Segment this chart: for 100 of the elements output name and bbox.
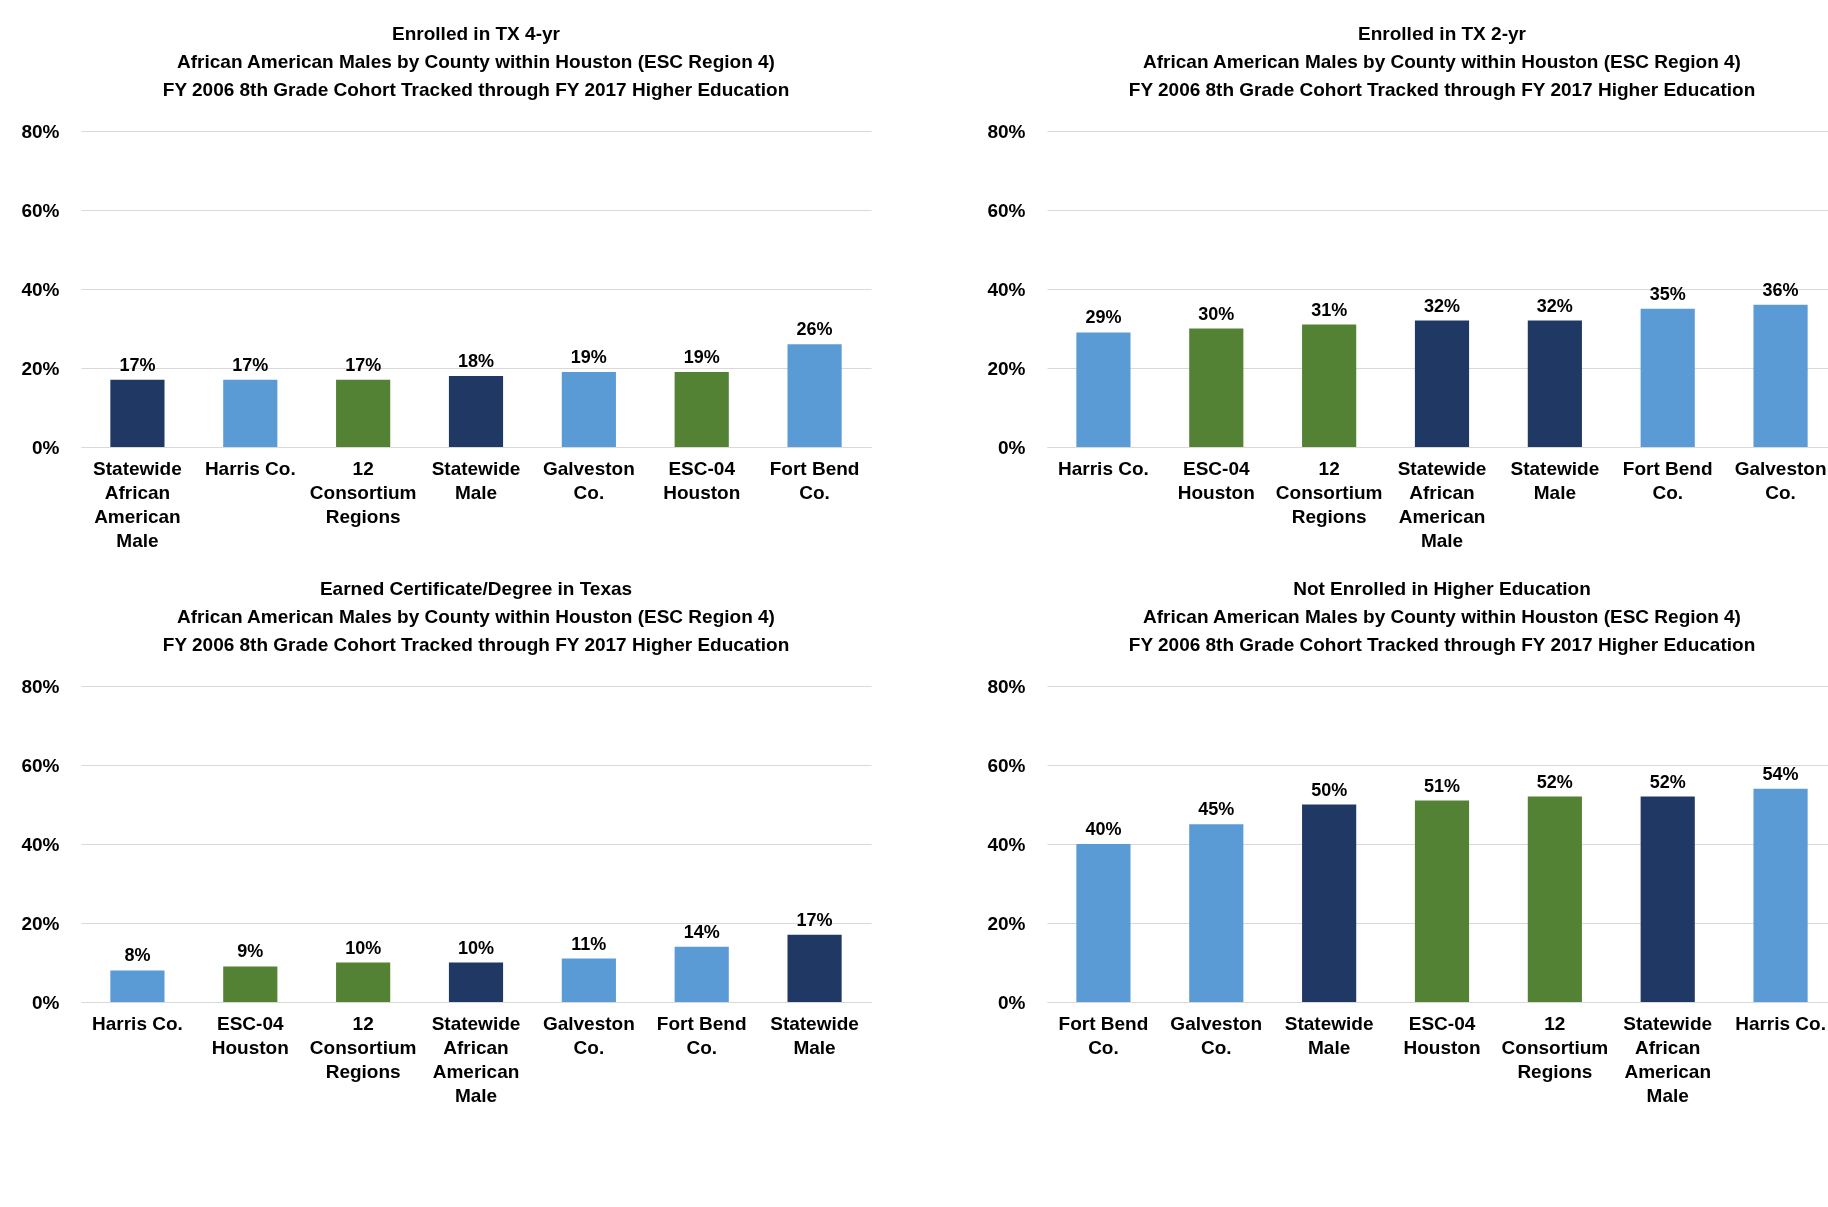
bar bbox=[448, 962, 504, 1002]
data-label: 54% bbox=[1762, 763, 1799, 784]
bar bbox=[561, 371, 616, 447]
x-tick-label: Statewide African American Male bbox=[1397, 457, 1487, 551]
y-tick-label: 60% bbox=[987, 754, 1026, 776]
y-tick-label: 60% bbox=[987, 199, 1026, 221]
data-label: 14% bbox=[683, 921, 720, 942]
data-label: 17% bbox=[345, 354, 382, 375]
x-tick-label: Harris Co. bbox=[1058, 457, 1149, 479]
bar bbox=[787, 934, 842, 1002]
x-tick-label: Statewide Male bbox=[431, 457, 521, 503]
data-label: 31% bbox=[1311, 299, 1348, 320]
bar bbox=[336, 379, 391, 447]
x-tick-label: Statewide African American Male bbox=[1623, 1012, 1713, 1106]
x-tick-label: 12 Consortium Regions bbox=[309, 457, 417, 527]
chart-title: Enrolled in TX 2-yr bbox=[1358, 23, 1527, 44]
y-tick-label: 60% bbox=[21, 199, 60, 221]
x-tick-label: Statewide Male bbox=[1284, 1012, 1374, 1058]
data-label: 40% bbox=[1085, 819, 1122, 839]
y-tick-label: 80% bbox=[21, 120, 60, 142]
bar bbox=[110, 970, 165, 1002]
chart-subtitle: African American Males by County within Houston (ESC Region 4) FY 2006 8th Grade Cohort Tracked through FY 2017 Higher Education bbox=[162, 51, 790, 100]
x-tick-label: Fort Bend Co. bbox=[1622, 457, 1713, 503]
y-tick-label: 0% bbox=[32, 991, 60, 1013]
y-tick-label: 40% bbox=[21, 833, 60, 855]
data-label: 17% bbox=[119, 354, 156, 375]
y-tick-label: 0% bbox=[998, 991, 1026, 1013]
x-tick-label: Statewide African American Male bbox=[93, 457, 182, 551]
y-tick-label: 0% bbox=[998, 436, 1026, 458]
data-label: 10% bbox=[345, 937, 382, 958]
bar bbox=[1753, 788, 1808, 1002]
data-label: 17% bbox=[232, 354, 269, 375]
x-tick-label: ESC-04 Houston bbox=[1177, 457, 1255, 503]
data-label: 50% bbox=[1311, 779, 1348, 800]
data-label: 35% bbox=[1649, 283, 1686, 304]
x-tick-label: Galveston Co. bbox=[1170, 1012, 1263, 1058]
data-label: 19% bbox=[683, 346, 720, 367]
bar bbox=[1189, 328, 1244, 447]
bar bbox=[1640, 308, 1695, 447]
x-tick-label: Galveston Co. bbox=[1734, 457, 1827, 503]
chart-subtitle: African American Males by County within Houston (ESC Region 4) FY 2006 8th Grade Cohort Tracked through FY 2017 Higher Education bbox=[162, 606, 790, 655]
x-tick-label: Harris Co. bbox=[1735, 1012, 1826, 1034]
y-tick-label: 20% bbox=[21, 912, 60, 934]
bar bbox=[1753, 304, 1808, 447]
chart-subtitle: African American Males by County within Houston (ESC Region 4) FY 2006 8th Grade Cohort Tracked through FY 2017 Higher Education bbox=[1128, 606, 1756, 655]
bar bbox=[1414, 320, 1470, 447]
x-tick-label: ESC-04 Houston bbox=[663, 457, 741, 503]
x-tick-label: 12 Consortium Regions bbox=[1501, 1012, 1609, 1082]
bar bbox=[110, 379, 165, 447]
y-tick-label: 40% bbox=[21, 278, 60, 300]
data-label: 26% bbox=[796, 319, 833, 340]
bar bbox=[787, 344, 842, 447]
x-tick-label: Fort Bend Co. bbox=[769, 457, 860, 503]
y-tick-label: 20% bbox=[987, 912, 1026, 934]
chart-title: Not Enrolled in Higher Education bbox=[1293, 578, 1591, 599]
data-label: 9% bbox=[237, 941, 264, 962]
x-tick-label: Galveston Co. bbox=[542, 457, 635, 503]
bar bbox=[1076, 844, 1131, 1002]
bar bbox=[1414, 800, 1470, 1002]
x-tick-label: Harris Co. bbox=[204, 457, 296, 479]
bar bbox=[674, 371, 729, 447]
y-tick-label: 0% bbox=[32, 436, 60, 458]
y-tick-label: 80% bbox=[987, 675, 1026, 697]
data-label: 32% bbox=[1423, 295, 1461, 316]
data-label: 32% bbox=[1536, 295, 1573, 316]
x-tick-label: Harris Co. bbox=[92, 1012, 183, 1034]
y-tick-label: 40% bbox=[987, 278, 1026, 300]
bar bbox=[1302, 324, 1357, 447]
data-label: 18% bbox=[457, 350, 495, 371]
x-tick-label: ESC-04 Houston bbox=[1403, 1012, 1481, 1058]
x-tick-label: Statewide Male bbox=[770, 1012, 859, 1058]
data-label: 10% bbox=[457, 937, 495, 958]
x-tick-label: Fort Bend Co. bbox=[656, 1012, 747, 1058]
y-tick-label: 80% bbox=[987, 120, 1026, 142]
bar bbox=[336, 962, 391, 1002]
bar bbox=[674, 946, 729, 1002]
y-tick-label: 40% bbox=[987, 833, 1026, 855]
bar bbox=[1640, 796, 1695, 1002]
data-label: 17% bbox=[796, 909, 833, 930]
bar bbox=[1189, 824, 1244, 1002]
y-tick-label: 80% bbox=[21, 675, 60, 697]
bar bbox=[1302, 804, 1357, 1002]
x-tick-label: Fort Bend Co. bbox=[1058, 1012, 1149, 1058]
bar bbox=[1527, 320, 1582, 447]
bar bbox=[448, 375, 504, 447]
x-tick-label: Statewide African American Male bbox=[431, 1012, 521, 1106]
y-tick-label: 60% bbox=[21, 754, 60, 776]
bar bbox=[1527, 796, 1582, 1002]
x-tick-label: Galveston Co. bbox=[542, 1012, 635, 1058]
data-label: 52% bbox=[1649, 771, 1686, 792]
data-label: 19% bbox=[570, 346, 607, 367]
data-label: 11% bbox=[571, 933, 607, 954]
y-tick-label: 20% bbox=[21, 357, 60, 379]
x-tick-label: 12 Consortium Regions bbox=[1275, 457, 1383, 527]
data-label: 45% bbox=[1198, 799, 1235, 820]
bar bbox=[223, 379, 278, 447]
bar bbox=[223, 966, 278, 1002]
data-label: 51% bbox=[1423, 775, 1461, 796]
data-label: 29% bbox=[1085, 307, 1122, 328]
chart-subtitle: African American Males by County within Houston (ESC Region 4) FY 2006 8th Grade Cohort Tracked through FY 2017 Higher Education bbox=[1128, 51, 1756, 100]
